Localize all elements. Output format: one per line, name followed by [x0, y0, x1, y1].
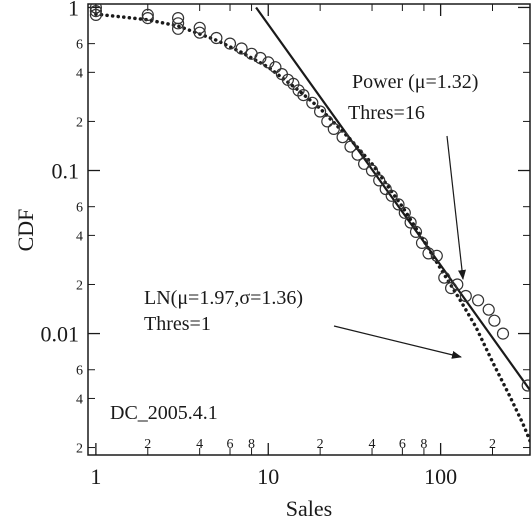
y-minor-tick-label: 4 [76, 392, 83, 407]
data-point [172, 22, 185, 35]
data-point [327, 122, 340, 135]
x-minor-tick-label: 4 [196, 437, 203, 452]
power-law-fit-line [255, 6, 530, 391]
data-point [438, 271, 451, 284]
x-major-tick-label: 100 [424, 464, 457, 489]
y-major-tick-label: 0.01 [41, 322, 80, 347]
data-point [141, 8, 154, 21]
y-major-tick-label: 1 [68, 0, 79, 20]
x-minor-tick-label: 8 [420, 437, 427, 452]
dataset-label: DC_2005.4.1 [110, 402, 218, 424]
data-point [193, 26, 206, 39]
power-fit-arrow [446, 135, 466, 280]
y-major-tick-label: 0.1 [52, 159, 80, 184]
data-point [451, 278, 464, 291]
x-minor-tick-label: 2 [489, 437, 496, 452]
x-axis-title: Sales [286, 496, 332, 521]
data-point [365, 164, 379, 177]
data-point [459, 289, 472, 303]
data-point [297, 88, 310, 102]
data-point [314, 105, 327, 118]
x-minor-tick-label: 4 [369, 437, 376, 452]
data-point [223, 37, 237, 50]
x-minor-tick-label: 6 [227, 437, 234, 452]
data-point [336, 131, 349, 144]
data-point [89, 4, 102, 14]
data-point [210, 31, 223, 45]
data-point [404, 216, 417, 229]
x-major-tick-label: 1 [90, 464, 101, 489]
power-fit-label: Power (μ=1.32) [352, 71, 478, 93]
data-point [472, 294, 485, 307]
data-point [344, 140, 357, 153]
data-point [392, 198, 405, 211]
x-minor-tick-label: 6 [399, 437, 406, 452]
axis-ticks [88, 4, 530, 455]
lognormal-threshold-label: Thres=1 [144, 313, 211, 335]
y-minor-tick-label: 4 [76, 66, 83, 81]
y-minor-tick-label: 6 [76, 364, 83, 379]
data-point [292, 84, 305, 97]
data-point [373, 174, 386, 187]
data-point [521, 379, 530, 392]
y-minor-tick-label: 4 [76, 229, 83, 244]
lognormal-fit-label: LN(μ=1.97,σ=1.36) [144, 287, 303, 309]
y-minor-tick-label: 2 [76, 115, 83, 130]
data-point [89, 5, 103, 18]
data-point [445, 282, 458, 295]
data-point [89, 8, 103, 21]
data-point [141, 12, 154, 25]
lognormal-fit-line [94, 12, 530, 443]
data-point [193, 21, 206, 34]
plot-frame [87, 3, 531, 456]
x-minor-tick-label: 2 [317, 437, 324, 452]
data-point [351, 148, 364, 161]
y-minor-tick-label: 6 [76, 201, 83, 216]
x-minor-tick-label: 8 [248, 437, 255, 452]
empirical-data-series [89, 4, 530, 392]
x-major-tick-label: 10 [257, 464, 279, 489]
lognormal-fit-arrow [333, 325, 462, 359]
y-axis-title: CDF [13, 209, 38, 252]
data-point [379, 182, 392, 196]
data-point [398, 206, 411, 219]
power-law-fit-series [255, 6, 530, 391]
x-minor-tick-label: 2 [144, 437, 151, 452]
data-point [430, 249, 443, 262]
data-point [306, 96, 319, 109]
data-point [235, 42, 248, 55]
data-point [385, 189, 398, 202]
y-minor-tick-label: 6 [76, 38, 83, 53]
data-point [415, 236, 429, 249]
data-point [409, 225, 423, 238]
data-point [321, 115, 334, 128]
y-minor-tick-label: 2 [76, 442, 83, 457]
y-tick-labels: 1 0.1 0.01 6 4 2 6 4 2 6 4 2 [41, 0, 84, 457]
data-point [422, 247, 435, 260]
power-threshold-label: Thres=16 [348, 102, 425, 124]
data-point [269, 61, 282, 74]
lognormal-fit-series [94, 12, 530, 443]
y-minor-tick-label: 2 [76, 278, 83, 293]
data-point [488, 314, 501, 327]
data-point [482, 303, 495, 316]
data-point [496, 327, 510, 340]
data-point [172, 17, 185, 30]
data-point [358, 157, 371, 170]
